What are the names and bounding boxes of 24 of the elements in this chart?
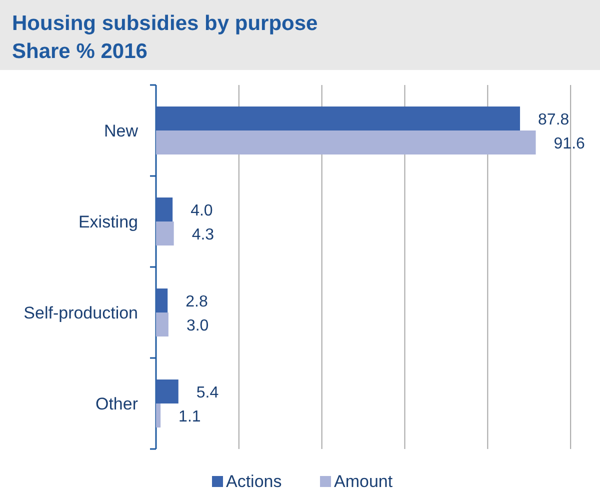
- y-tick-label: Other: [95, 394, 138, 414]
- data-label: 4.0: [190, 202, 213, 220]
- bar: [156, 404, 161, 428]
- data-label: 2.8: [186, 294, 208, 310]
- bar: [156, 130, 536, 154]
- chart-title: Housing subsidies by purpose: [12, 12, 318, 35]
- chart-subtitle: Share % 2016: [12, 40, 148, 63]
- y-tick-label: New: [104, 122, 139, 140]
- bar: [156, 312, 168, 336]
- legend-label: Amount: [334, 472, 393, 491]
- data-label: 87.8: [538, 112, 570, 128]
- y-tick-label: Existing: [78, 212, 138, 232]
- data-label: 91.6: [554, 136, 586, 152]
- data-label: 4.3: [192, 226, 214, 244]
- bar: [156, 106, 520, 130]
- bar: [156, 380, 178, 404]
- data-label: 5.4: [196, 384, 219, 402]
- bar: [156, 222, 174, 246]
- data-label: 1.1: [178, 408, 201, 426]
- bar: [156, 198, 173, 222]
- legend-label: Actions: [226, 472, 282, 491]
- data-label: 3.0: [186, 318, 209, 334]
- y-tick-label: Self-production: [24, 304, 138, 322]
- bar: [156, 288, 168, 312]
